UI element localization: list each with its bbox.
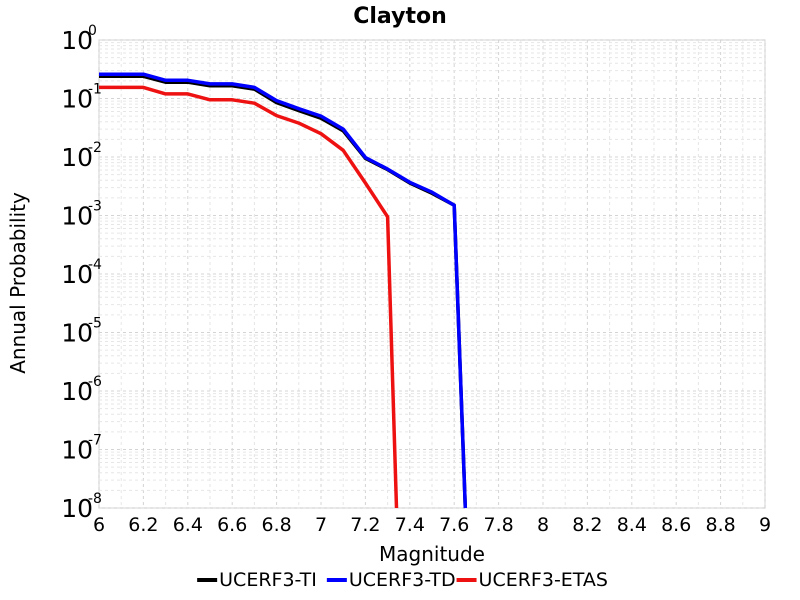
y-axis-label: Annual Probability <box>6 192 30 374</box>
y-tick-label: 10 <box>61 143 93 172</box>
series-line-ucerf3-td <box>99 72 468 509</box>
legend: UCERF3-TI UCERF3-TD UCERF3-ETAS <box>197 569 608 591</box>
y-tick-exponent: -1 <box>88 82 102 98</box>
x-tick-label: 6.6 <box>217 514 247 536</box>
y-tick-label: 10 <box>61 26 93 55</box>
y-tick-label: 10 <box>61 260 93 289</box>
x-tick-label: 7.2 <box>350 514 380 536</box>
y-tick-label: 10 <box>61 494 93 523</box>
y-tick-label: 10 <box>61 85 93 114</box>
x-tick-label: 8 <box>537 514 549 536</box>
y-tick-exponent: 0 <box>88 23 97 39</box>
y-tick-exponent: -3 <box>88 199 102 215</box>
x-tick-label: 7.8 <box>483 514 513 536</box>
x-tick-label: 7.6 <box>439 514 469 536</box>
y-tick-label: 10 <box>61 319 93 348</box>
y-tick-exponent: -2 <box>88 140 102 156</box>
legend-label: UCERF3-TD <box>349 569 456 591</box>
x-tick-label: 8.4 <box>617 514 647 536</box>
series-layer <box>99 72 468 509</box>
x-tick-label: 6.2 <box>128 514 158 536</box>
x-tick-label: 6.8 <box>261 514 291 536</box>
x-tick-label: 6.4 <box>173 514 203 536</box>
chart-title: Clayton <box>353 4 447 29</box>
legend-label: UCERF3-TI <box>219 569 317 591</box>
x-tick-label: 6 <box>93 514 105 536</box>
x-tick-label: 9 <box>759 514 771 536</box>
y-tick-label: 10 <box>61 436 93 465</box>
x-tick-label: 8.6 <box>661 514 691 536</box>
x-tick-label: 8.8 <box>705 514 735 536</box>
y-tick-label: 10 <box>61 377 93 406</box>
y-tick-exponent: -8 <box>88 491 102 507</box>
y-tick-exponent: -4 <box>88 257 102 273</box>
x-tick-label: 7.4 <box>395 514 425 536</box>
y-tick-exponent: -7 <box>88 433 102 449</box>
legend-label: UCERF3-ETAS <box>479 569 608 591</box>
series-line-ucerf3-etas <box>99 85 399 509</box>
grid <box>98 39 766 509</box>
x-axis-label: Magnitude <box>379 542 485 566</box>
x-tick-label: 7 <box>315 514 327 536</box>
x-tick-label: 8.2 <box>572 514 602 536</box>
y-tick-exponent: -5 <box>88 316 102 332</box>
y-tick-exponent: -6 <box>88 374 102 390</box>
x-tick-labels: 6 6.2 6.4 6.6 6.8 7 7.2 7.4 7.6 7.8 8 8.2 8.4 8.6 8.8 9 <box>93 514 771 536</box>
y-tick-label: 10 <box>61 202 93 231</box>
